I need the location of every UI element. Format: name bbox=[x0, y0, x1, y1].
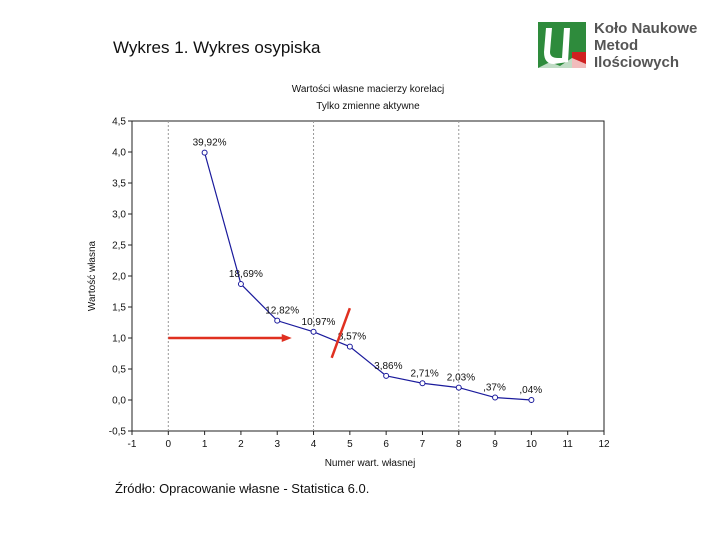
data-point bbox=[346, 343, 353, 350]
x-tick-label: 7 bbox=[420, 439, 426, 450]
data-point bbox=[455, 384, 462, 391]
y-tick-label: -0,5 bbox=[109, 427, 127, 438]
data-point bbox=[383, 372, 390, 379]
y-tick-label: 3,0 bbox=[112, 210, 126, 221]
data-label: ,04% bbox=[519, 385, 542, 396]
y-tick-label: 0,0 bbox=[112, 396, 126, 407]
data-label: 8,57% bbox=[338, 332, 366, 343]
data-point bbox=[274, 317, 281, 324]
x-tick-label: 12 bbox=[598, 439, 610, 450]
data-point bbox=[419, 380, 426, 387]
logo-line-3: Ilościowych bbox=[594, 54, 680, 71]
y-axis-title: Wartość własna bbox=[87, 240, 98, 311]
x-tick-label: -1 bbox=[128, 439, 137, 450]
logo: Koło Naukowe Metod Ilościowych bbox=[536, 18, 706, 74]
data-point bbox=[528, 397, 535, 403]
y-tick-label: 2,0 bbox=[112, 272, 126, 283]
logo-line-2: Metod bbox=[594, 37, 639, 54]
logo-line-1: Koło Naukowe bbox=[594, 20, 698, 37]
y-tick-label: 2,5 bbox=[112, 241, 126, 252]
logo-icon bbox=[538, 22, 586, 68]
y-tick-label: 4,5 bbox=[112, 117, 126, 128]
chart-title: Wartości własne macierzy korelacj bbox=[291, 84, 445, 95]
data-label: 2,03% bbox=[447, 373, 475, 384]
chart-subtitle: Tylko zmienne aktywne bbox=[316, 101, 420, 112]
x-tick-label: 3 bbox=[274, 439, 280, 450]
x-tick-label: 2 bbox=[238, 439, 244, 450]
data-label: 2,71% bbox=[410, 368, 438, 379]
data-label: 10,97% bbox=[302, 317, 336, 328]
y-tick-label: 1,5 bbox=[112, 303, 126, 314]
source-note: Źródło: Opracowanie własne - Statistica … bbox=[115, 481, 370, 496]
data-label: 3,86% bbox=[374, 361, 402, 372]
x-tick-label: 1 bbox=[202, 439, 208, 450]
x-tick-label: 5 bbox=[347, 439, 353, 450]
data-label: 39,92% bbox=[193, 138, 227, 149]
y-tick-label: 4,0 bbox=[112, 148, 126, 159]
x-tick-label: 10 bbox=[526, 439, 538, 450]
data-label: ,37% bbox=[483, 383, 506, 394]
data-label: 12,82% bbox=[265, 306, 299, 317]
series-line bbox=[204, 152, 532, 401]
elbow-slash bbox=[330, 307, 352, 359]
data-point bbox=[310, 328, 317, 335]
y-tick-label: 0,5 bbox=[112, 365, 126, 376]
x-tick-label: 4 bbox=[311, 439, 317, 450]
x-tick-label: 8 bbox=[456, 439, 462, 450]
data-label: 18,69% bbox=[229, 269, 263, 280]
x-tick-label: 0 bbox=[166, 439, 172, 450]
slide-title: Wykres 1. Wykres osypiska bbox=[113, 38, 321, 57]
arrow-head bbox=[281, 334, 292, 342]
x-tick-label: 6 bbox=[383, 439, 389, 450]
y-tick-label: 1,0 bbox=[112, 334, 126, 345]
data-point bbox=[492, 394, 499, 401]
data-point bbox=[201, 149, 208, 156]
data-point bbox=[237, 281, 244, 288]
y-tick-label: 3,5 bbox=[112, 179, 126, 190]
x-axis-title: Numer wart. własnej bbox=[325, 458, 416, 469]
x-tick-label: 9 bbox=[492, 439, 498, 450]
x-tick-label: 11 bbox=[562, 439, 573, 450]
